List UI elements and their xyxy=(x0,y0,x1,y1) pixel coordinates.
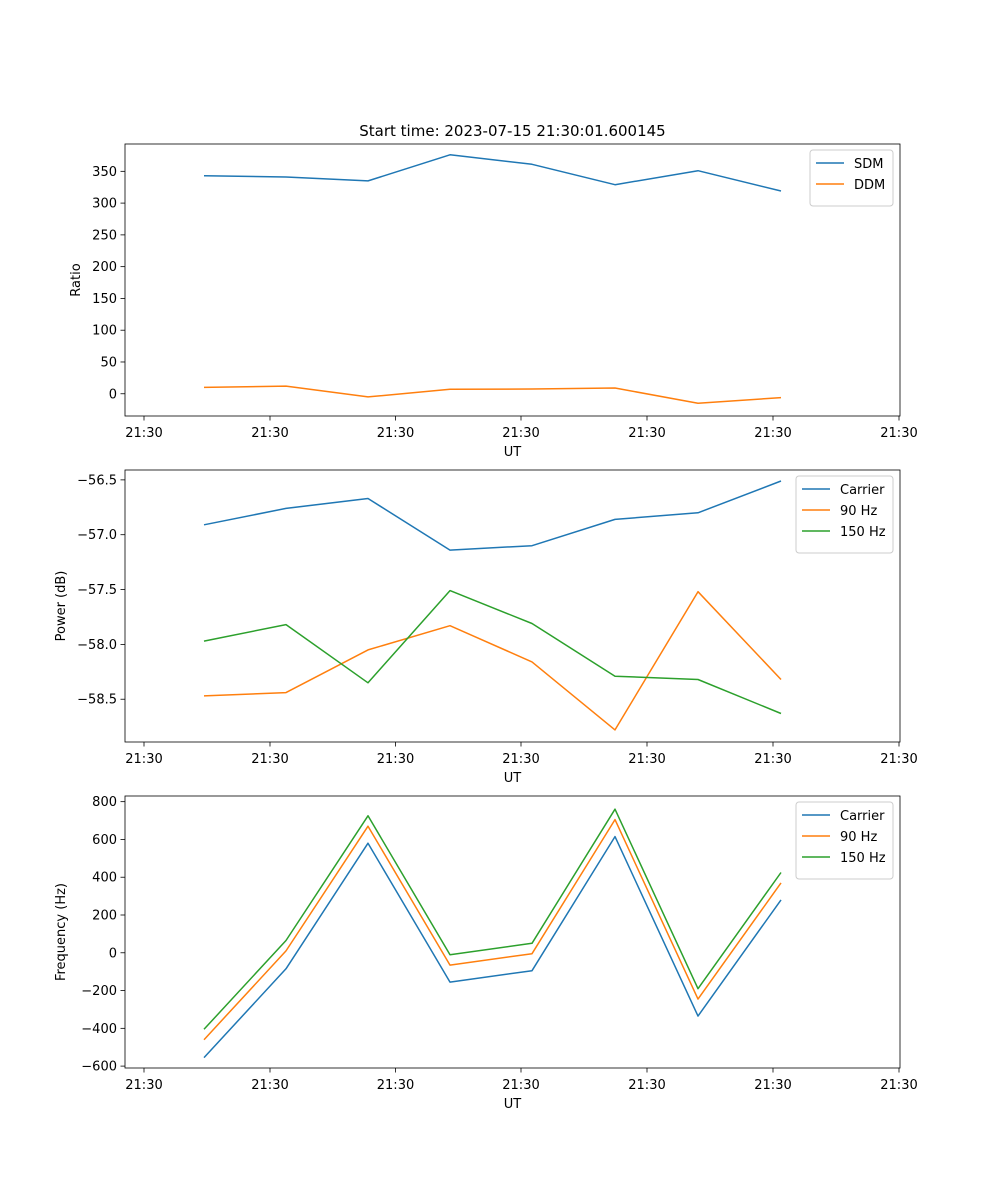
legend-label: 150 Hz xyxy=(840,851,886,866)
x-tick-label: 21:30 xyxy=(628,1078,665,1093)
series-line-90-hz xyxy=(203,818,782,1041)
legend-label: SDM xyxy=(854,157,883,172)
x-tick-label: 21:30 xyxy=(502,426,539,441)
y-tick-label: 400 xyxy=(92,871,117,886)
x-tick-label: 21:30 xyxy=(628,752,665,767)
legend-label: 150 Hz xyxy=(840,525,886,540)
legend-box xyxy=(795,801,894,880)
x-tick-label: 21:30 xyxy=(880,752,917,767)
y-tick-label: 200 xyxy=(92,260,117,275)
legend-label: DDM xyxy=(854,178,885,193)
series-line-150-hz xyxy=(203,589,782,715)
x-tick-label: 21:30 xyxy=(377,752,414,767)
y-tick-label: 200 xyxy=(92,909,117,924)
y-tick-label: −57.5 xyxy=(77,583,117,598)
y-tick-label: 0 xyxy=(109,387,117,402)
panel-3: 21:30 21:30 21:30 21:30 21:30 21:30 21:30 UT −60… xyxy=(54,795,918,1112)
x-tick-label: 21:30 xyxy=(754,1078,791,1093)
y-tick-label: −58.0 xyxy=(77,638,117,653)
legend-label: Carrier xyxy=(840,809,885,824)
y-tick-label: −200 xyxy=(81,984,117,999)
panel-1: 21:30 21:30 21:30 21:30 21:30 21:30 21:30 UT 0 50… xyxy=(69,143,918,460)
y-tick-label: −57.0 xyxy=(77,528,117,543)
y-axis-label: Power (dB) xyxy=(54,571,69,642)
legend-label: Carrier xyxy=(840,483,885,498)
x-axis-label: UT xyxy=(504,771,522,786)
legend-box xyxy=(795,475,894,554)
y-tick-label: 100 xyxy=(92,324,117,339)
legend: Carrier 90 Hz 150 Hz xyxy=(795,475,894,554)
series-line-ddm xyxy=(203,385,782,405)
legend: Carrier 90 Hz 150 Hz xyxy=(795,801,894,880)
x-tick-label: 21:30 xyxy=(125,1078,162,1093)
x-tick-label: 21:30 xyxy=(502,752,539,767)
y-axis-label: Frequency (Hz) xyxy=(54,883,69,981)
panels: 21:30 21:30 21:30 21:30 21:30 21:30 21:30 UT 0 50… xyxy=(54,143,918,1112)
series-line-90-hz xyxy=(203,590,782,731)
x-tick-label: 21:30 xyxy=(502,1078,539,1093)
y-tick-label: −58.5 xyxy=(77,693,117,708)
y-tick-label: 350 xyxy=(92,165,117,180)
x-axis-label: UT xyxy=(504,1097,522,1112)
figure-title: Start time: 2023-07-15 21:30:01.600145 xyxy=(359,122,665,140)
axes-frame xyxy=(124,795,901,1069)
x-tick-label: 21:30 xyxy=(251,426,288,441)
y-tick-label: 50 xyxy=(100,355,117,370)
y-tick-label: −56.5 xyxy=(77,473,117,488)
y-tick-label: 600 xyxy=(92,833,117,848)
y-tick-label: −400 xyxy=(81,1022,117,1037)
series-line-150-hz xyxy=(203,808,782,1030)
legend-box xyxy=(809,149,894,207)
series-line-carrier xyxy=(203,835,782,1059)
axes-frame xyxy=(124,469,901,743)
y-tick-label: 150 xyxy=(92,292,117,307)
panel-2: 21:30 21:30 21:30 21:30 21:30 21:30 21:30 UT −58… xyxy=(54,469,918,786)
x-tick-label: 21:30 xyxy=(880,426,917,441)
x-tick-label: 21:30 xyxy=(377,1078,414,1093)
x-tick-label: 21:30 xyxy=(754,752,791,767)
axes-frame xyxy=(124,143,901,417)
x-tick-label: 21:30 xyxy=(251,1078,288,1093)
x-tick-label: 21:30 xyxy=(754,426,791,441)
y-tick-label: 300 xyxy=(92,197,117,212)
y-tick-label: −600 xyxy=(81,1060,117,1075)
legend-label: 90 Hz xyxy=(840,830,877,845)
x-tick-label: 21:30 xyxy=(628,426,665,441)
series-line-carrier xyxy=(203,480,782,551)
x-axis-label: UT xyxy=(504,445,522,460)
x-tick-label: 21:30 xyxy=(251,752,288,767)
y-axis-label: Ratio xyxy=(69,263,84,296)
x-tick-label: 21:30 xyxy=(377,426,414,441)
series-line-sdm xyxy=(203,154,782,192)
x-tick-label: 21:30 xyxy=(880,1078,917,1093)
legend: SDM DDM xyxy=(809,149,894,207)
x-tick-label: 21:30 xyxy=(125,752,162,767)
x-tick-label: 21:30 xyxy=(125,426,162,441)
y-tick-label: 0 xyxy=(109,946,117,961)
y-tick-label: 800 xyxy=(92,795,117,810)
y-tick-label: 250 xyxy=(92,228,117,243)
legend-label: 90 Hz xyxy=(840,504,877,519)
